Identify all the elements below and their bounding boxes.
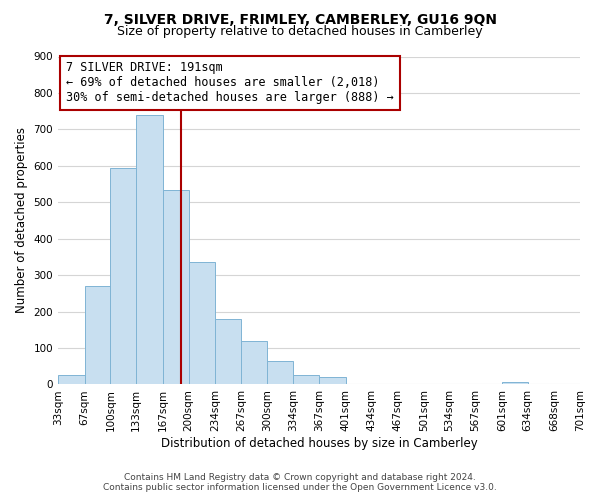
Bar	[136, 115, 163, 384]
Bar	[266, 361, 293, 384]
Bar	[241, 340, 266, 384]
Text: 7 SILVER DRIVE: 191sqm
← 69% of detached houses are smaller (2,018)
30% of semi-: 7 SILVER DRIVE: 191sqm ← 69% of detached…	[66, 62, 394, 104]
Bar	[188, 262, 215, 384]
Bar	[319, 377, 346, 384]
Bar	[293, 376, 319, 384]
Text: Contains HM Land Registry data © Crown copyright and database right 2024.
Contai: Contains HM Land Registry data © Crown c…	[103, 473, 497, 492]
Bar	[215, 319, 241, 384]
Text: Size of property relative to detached houses in Camberley: Size of property relative to detached ho…	[117, 25, 483, 38]
Bar	[58, 374, 85, 384]
Bar	[163, 190, 188, 384]
Bar	[85, 286, 110, 384]
Bar	[502, 382, 527, 384]
X-axis label: Distribution of detached houses by size in Camberley: Distribution of detached houses by size …	[161, 437, 478, 450]
Text: 7, SILVER DRIVE, FRIMLEY, CAMBERLEY, GU16 9QN: 7, SILVER DRIVE, FRIMLEY, CAMBERLEY, GU1…	[104, 12, 497, 26]
Y-axis label: Number of detached properties: Number of detached properties	[15, 128, 28, 314]
Bar	[110, 168, 136, 384]
